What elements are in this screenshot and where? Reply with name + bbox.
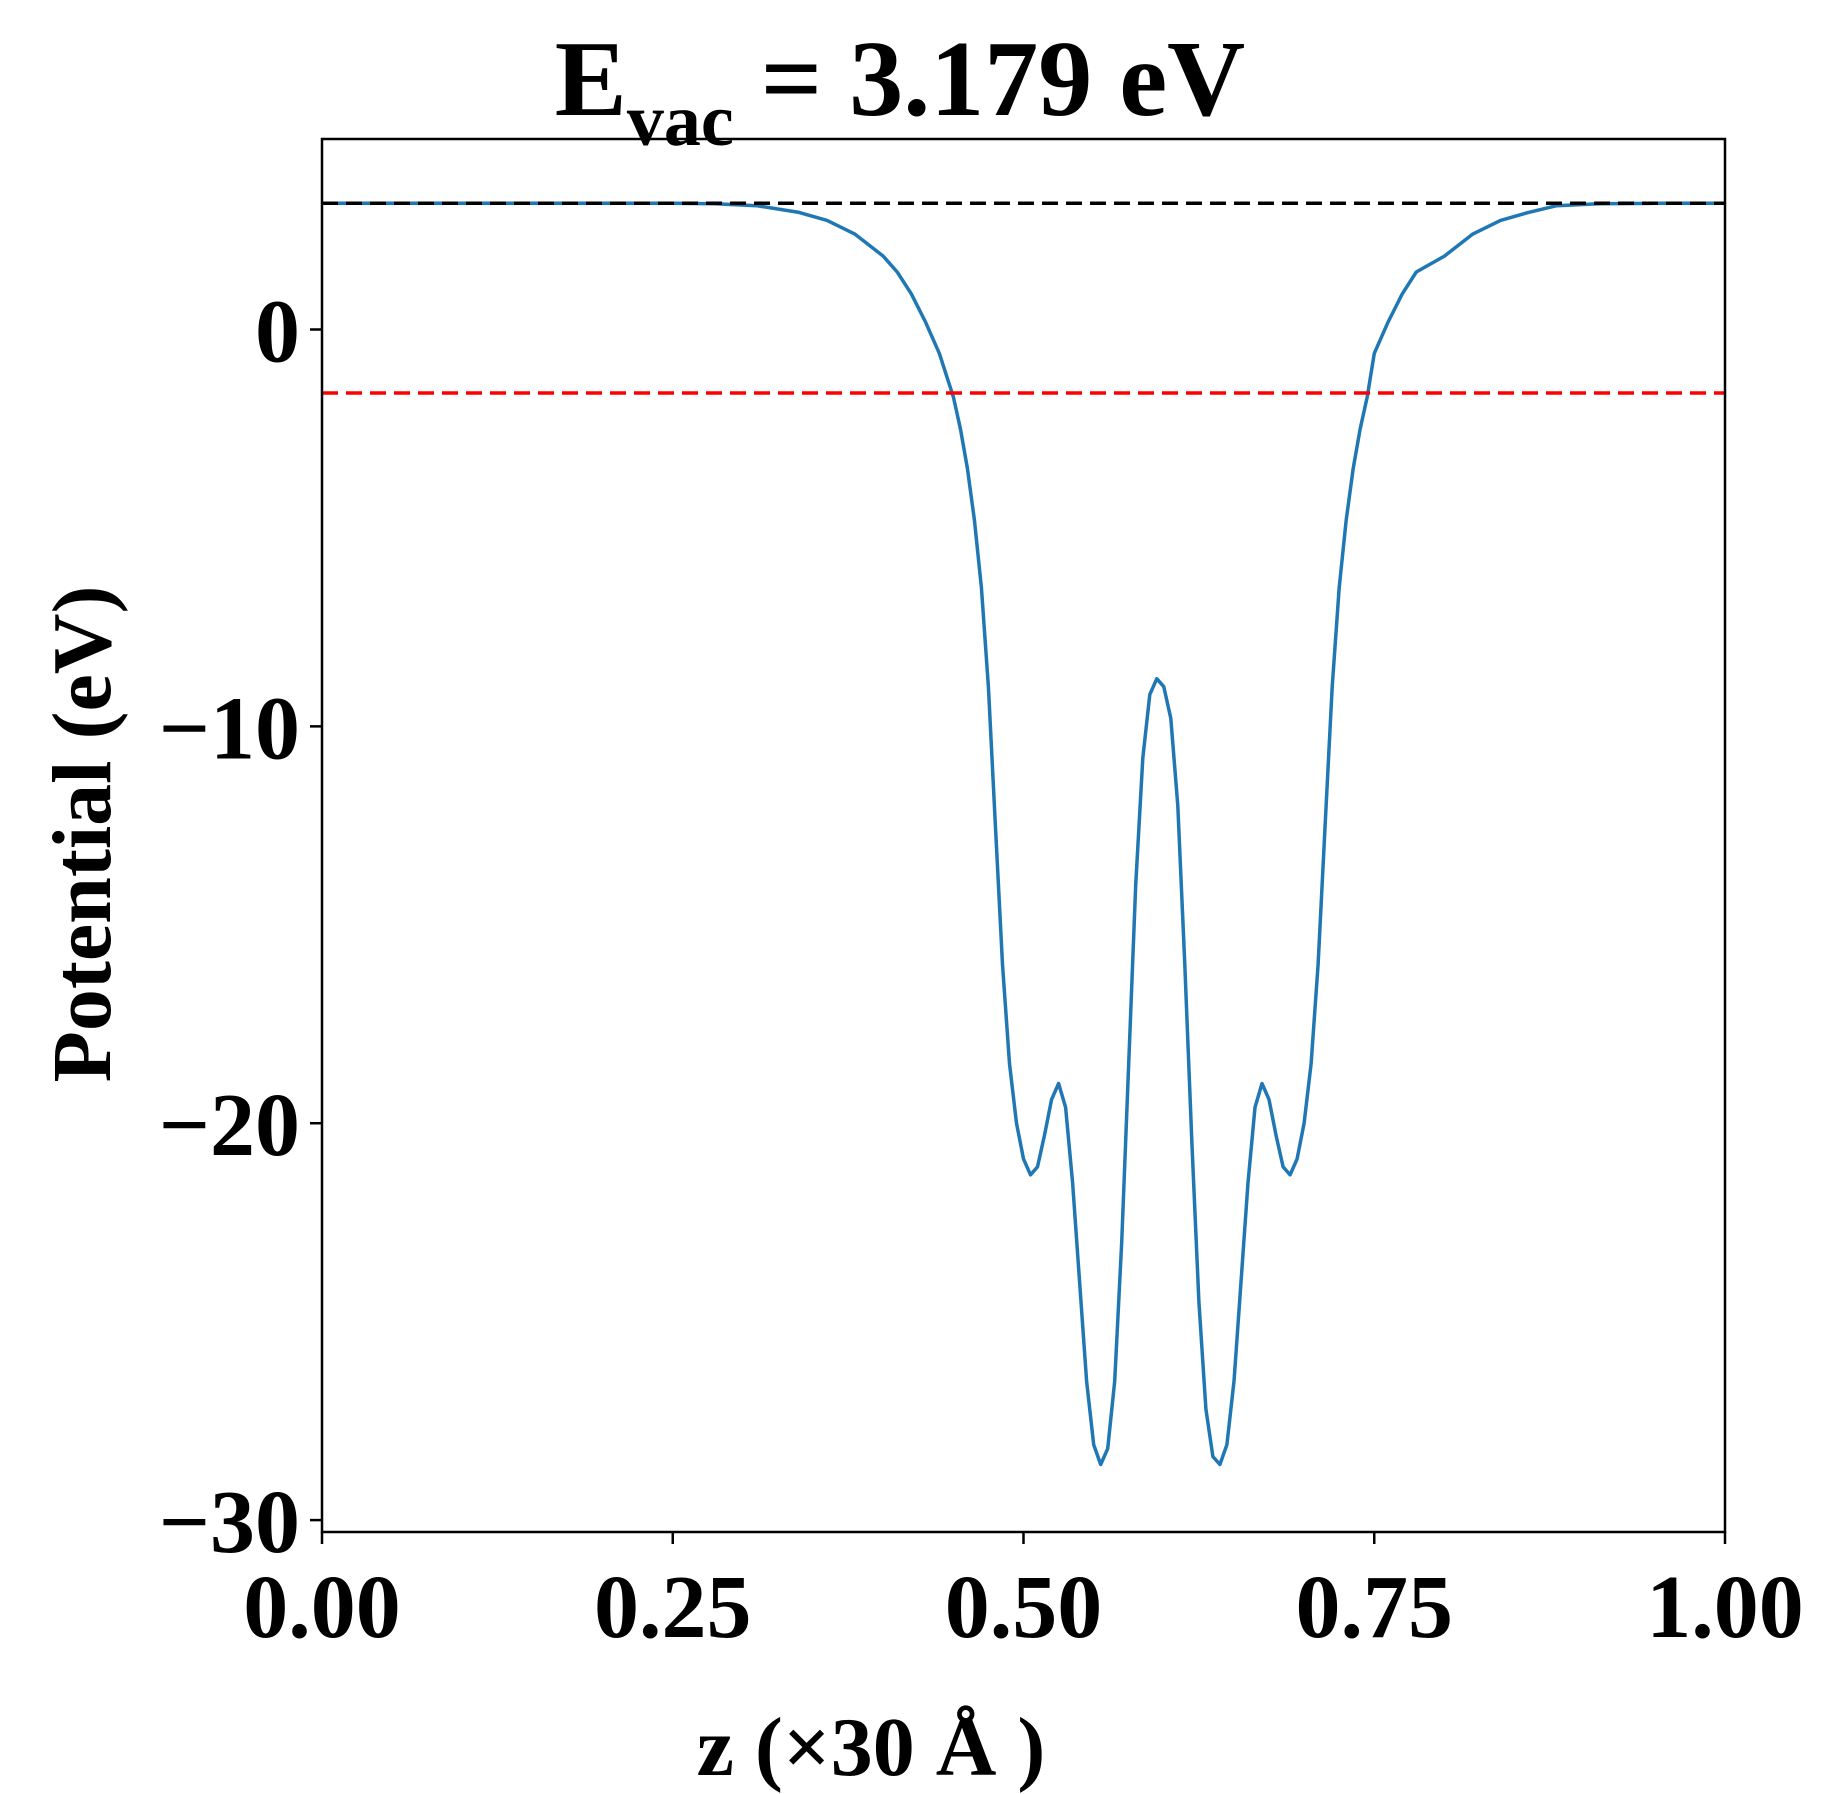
series-layer: [322, 201, 1725, 1467]
plot-area: [320, 137, 1727, 1534]
x-tick-label: 0.50: [945, 1558, 1103, 1657]
y-axis-label: Potential (eV): [36, 586, 129, 1083]
x-tick-label: 0.00: [243, 1558, 401, 1657]
y-tick-label: −20: [159, 1076, 300, 1175]
chart-title: Evac = 3.179 eV: [555, 20, 1245, 162]
x-axis: 0.00 0.25 0.50 0.75 1.00: [243, 1532, 1804, 1657]
plot-frame: [320, 137, 1727, 1534]
x-axis-label: z (×30 Å ): [697, 1701, 1046, 1794]
y-tick-label: −30: [159, 1473, 300, 1572]
series-line-0: [322, 201, 1725, 1467]
x-tick-label: 1.00: [1646, 1558, 1804, 1657]
chart-title-text: Evac = 3.179 eV: [555, 20, 1245, 162]
y-tick-label: 0: [255, 282, 300, 381]
y-tick-label: −10: [159, 679, 300, 778]
title-suffix: = 3.179 eV: [734, 20, 1245, 139]
title-main: E: [555, 20, 627, 139]
x-tick-label: 0.75: [1296, 1558, 1454, 1657]
title-subscript: vac: [627, 80, 734, 162]
x-tick-label: 0.25: [594, 1558, 752, 1657]
y-axis: −30 −20 −10 0: [159, 282, 322, 1572]
